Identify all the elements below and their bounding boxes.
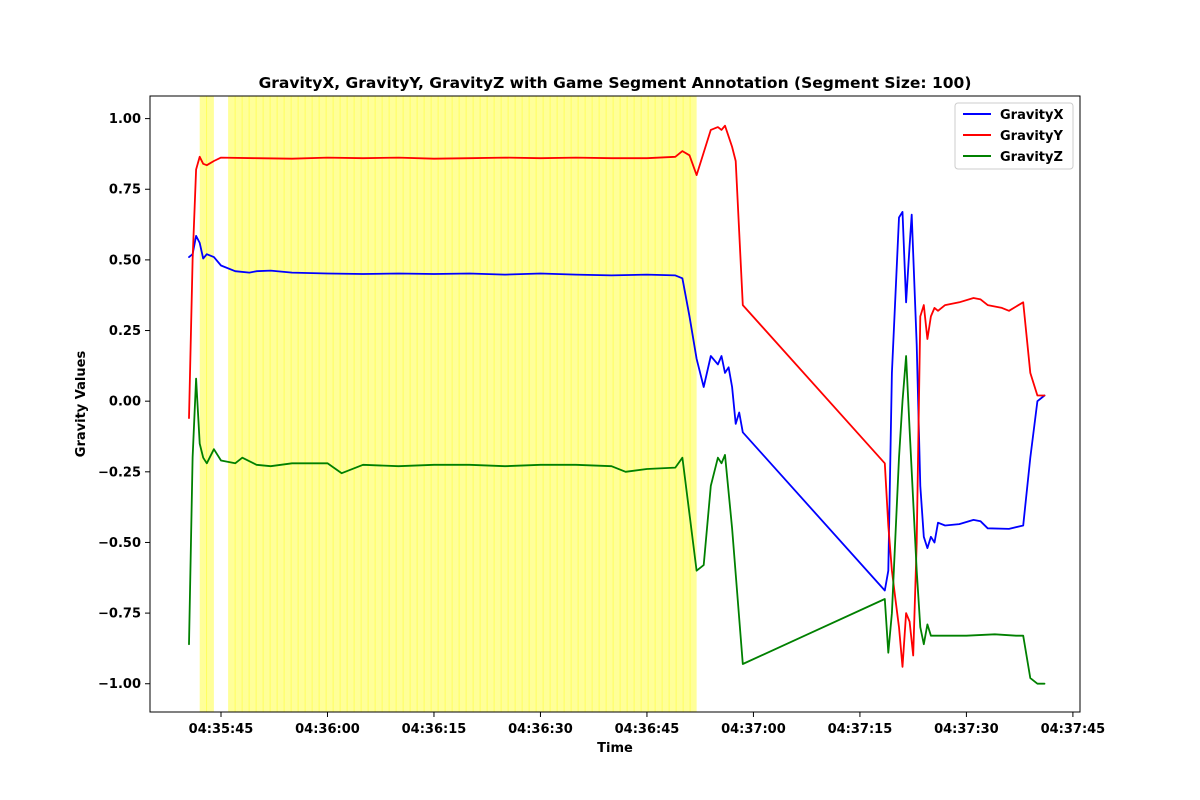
chart-title: GravityX, GravityY, GravityZ with Game S… [259, 74, 972, 92]
y-tick-label: 1.00 [109, 112, 141, 127]
legend-box [954, 102, 1074, 170]
y-tick-label: −1.00 [98, 677, 141, 692]
x-axis-ticks: 04:35:45 04:36:00 04:36:15 04:36:30 04:36:45… [189, 712, 1106, 737]
game-segment-highlights [199, 96, 697, 712]
plot-lines [188, 124, 1046, 685]
legend-label: GravityZ [1000, 150, 1063, 165]
series-line-gravityy [188, 124, 1046, 668]
y-tick-label: −0.75 [98, 607, 141, 622]
y-tick-label: −0.50 [98, 536, 141, 551]
series-line-gravityz [188, 355, 1046, 685]
x-tick-label: 04:37:15 [828, 722, 893, 737]
y-axis-title: Gravity Values [74, 351, 89, 458]
legend-label: GravityX [1000, 108, 1064, 123]
y-tick-label: 0.75 [109, 183, 141, 198]
legend-label: GravityY [1000, 129, 1063, 144]
series-line-gravityx [188, 210, 1046, 592]
y-tick-label: 0.50 [109, 253, 141, 268]
y-tick-label: 0.25 [109, 324, 141, 339]
x-tick-label: 04:36:00 [295, 722, 360, 737]
legend: GravityX GravityY GravityZ [954, 102, 1074, 170]
highlight-region-2 [228, 96, 697, 712]
axes-frame [149, 95, 1081, 713]
x-tick-label: 04:35:45 [189, 722, 254, 737]
x-axis-title: Time [597, 741, 633, 756]
x-tick-label: 04:36:15 [402, 722, 467, 737]
x-tick-label: 04:36:45 [615, 722, 680, 737]
x-tick-label: 04:37:45 [1041, 722, 1106, 737]
y-tick-label: 0.00 [109, 395, 141, 410]
x-tick-label: 04:37:30 [934, 722, 999, 737]
x-tick-label: 04:37:00 [721, 722, 786, 737]
y-axis-ticks: 1.00 0.75 0.50 0.25 0.00 −0.25 −0.50 −0.75 −1.00 [98, 112, 150, 692]
x-tick-label: 04:36:30 [508, 722, 573, 737]
y-tick-label: −0.25 [98, 465, 141, 480]
